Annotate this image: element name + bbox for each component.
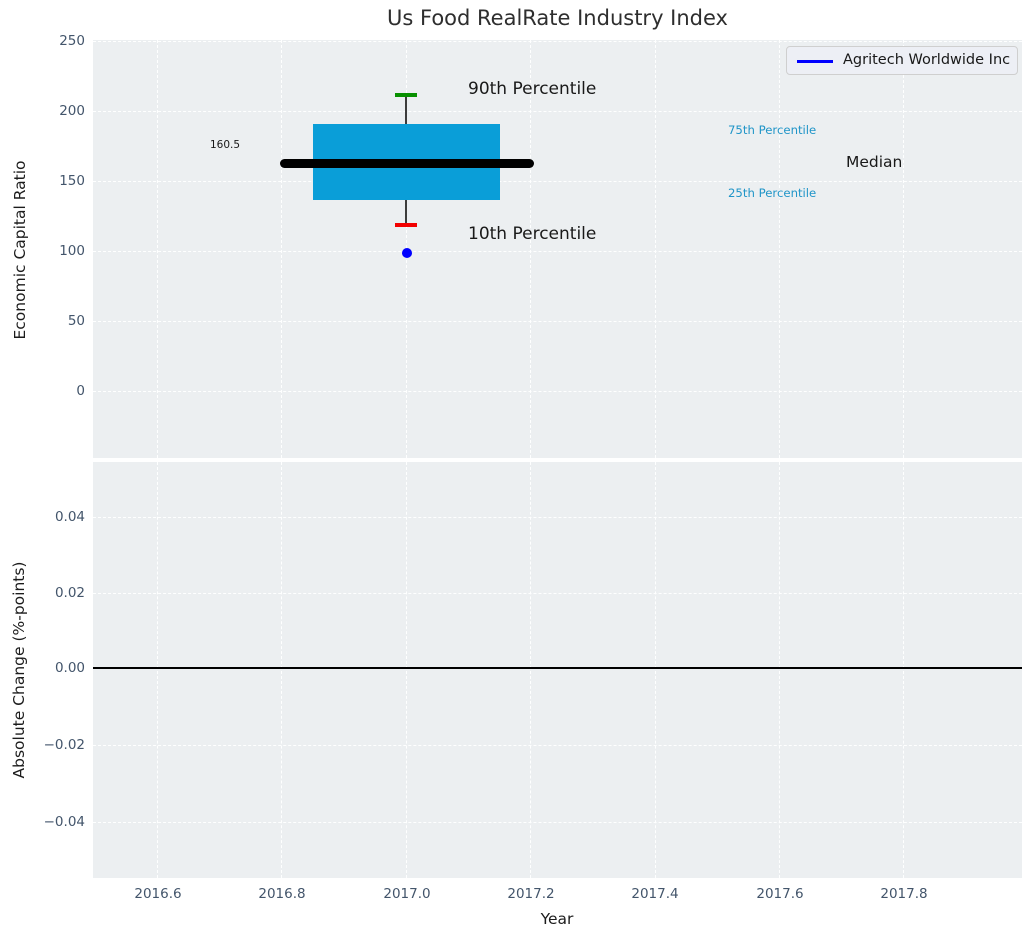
gridline-v: [530, 40, 531, 458]
gridline-v: [281, 40, 282, 458]
p25-annotation: 25th Percentile: [728, 186, 817, 200]
y-tick: 200: [59, 103, 85, 119]
gridline-h: [93, 593, 1022, 594]
gridline-v: [157, 462, 158, 878]
median-value-label: 160.5: [209, 139, 241, 151]
legend-label: Agritech Worldwide Inc: [843, 52, 1011, 68]
legend-line-sample: [797, 60, 833, 63]
y-tick: −0.02: [43, 737, 85, 753]
gridline-h: [93, 111, 1022, 112]
gridline-v: [157, 40, 158, 458]
gridline-v: [281, 462, 282, 878]
gridline-h: [93, 391, 1022, 392]
x-axis-label: Year: [540, 910, 574, 928]
x-tick: 2017.2: [507, 886, 555, 902]
median-annotation: Median: [846, 153, 903, 171]
x-tick: 2017.6: [756, 886, 804, 902]
gridline-v: [530, 462, 531, 878]
gridline-h: [93, 251, 1022, 252]
gridline-h: [93, 745, 1022, 746]
gridline-v: [903, 40, 904, 458]
y-tick: 0.00: [54, 660, 85, 676]
company-marker: [402, 248, 412, 258]
bottom-plot-area: [93, 462, 1022, 878]
x-tick: 2017.4: [631, 886, 679, 902]
y-tick: 0: [76, 383, 85, 399]
y-tick: 0.02: [54, 585, 85, 601]
chart-title: Us Food RealRate Industry Index: [387, 6, 728, 30]
gridline-v: [655, 462, 656, 878]
x-tick: 2017.8: [880, 886, 928, 902]
gridline-h: [93, 321, 1022, 322]
p10-cap: [395, 223, 417, 227]
gridline-v: [406, 462, 407, 878]
y-tick: 250: [59, 33, 85, 49]
gridline-v: [779, 40, 780, 458]
y-tick: 50: [67, 313, 85, 329]
zero-reference-line: [93, 667, 1022, 669]
legend: Agritech Worldwide Inc: [786, 46, 1018, 75]
gridline-v: [903, 462, 904, 878]
y-tick: −0.04: [43, 814, 85, 830]
x-tick: 2016.6: [134, 886, 182, 902]
x-tick: 2017.0: [383, 886, 431, 902]
x-tick: 2016.8: [258, 886, 306, 902]
p10-annotation: 10th Percentile: [468, 224, 597, 244]
y-tick: 100: [59, 243, 85, 259]
y-tick: 150: [59, 173, 85, 189]
gridline-h: [93, 517, 1022, 518]
gridline-v: [655, 40, 656, 458]
gridline-h: [93, 822, 1022, 823]
gridline-v: [779, 462, 780, 878]
gridline-h: [93, 181, 1022, 182]
p75-annotation: 75th Percentile: [728, 123, 817, 137]
gridline-h: [93, 41, 1022, 42]
median-line: [280, 159, 534, 168]
p90-cap: [395, 93, 417, 97]
top-plot-area: 160.5 90th Percentile 10th Percentile 75…: [93, 40, 1022, 458]
p90-annotation: 90th Percentile: [468, 79, 597, 99]
y-tick: 0.04: [54, 509, 85, 525]
